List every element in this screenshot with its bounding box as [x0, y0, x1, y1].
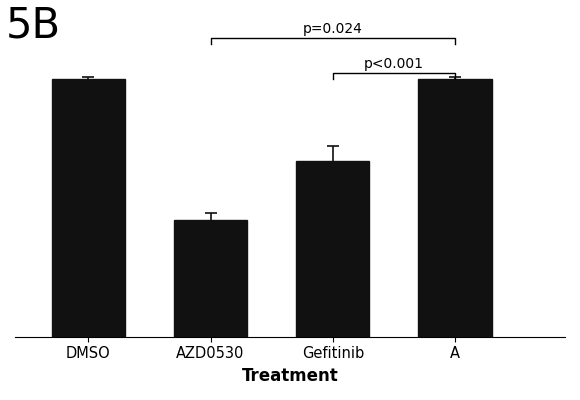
Text: p<0.001: p<0.001	[364, 57, 424, 71]
Bar	[296, 161, 369, 337]
Bar	[174, 220, 247, 337]
Bar	[52, 79, 125, 337]
Text: 5B: 5B	[6, 4, 61, 46]
Text: p=0.024: p=0.024	[303, 22, 362, 36]
X-axis label: Treatment: Treatment	[242, 367, 338, 385]
Bar	[418, 79, 492, 337]
